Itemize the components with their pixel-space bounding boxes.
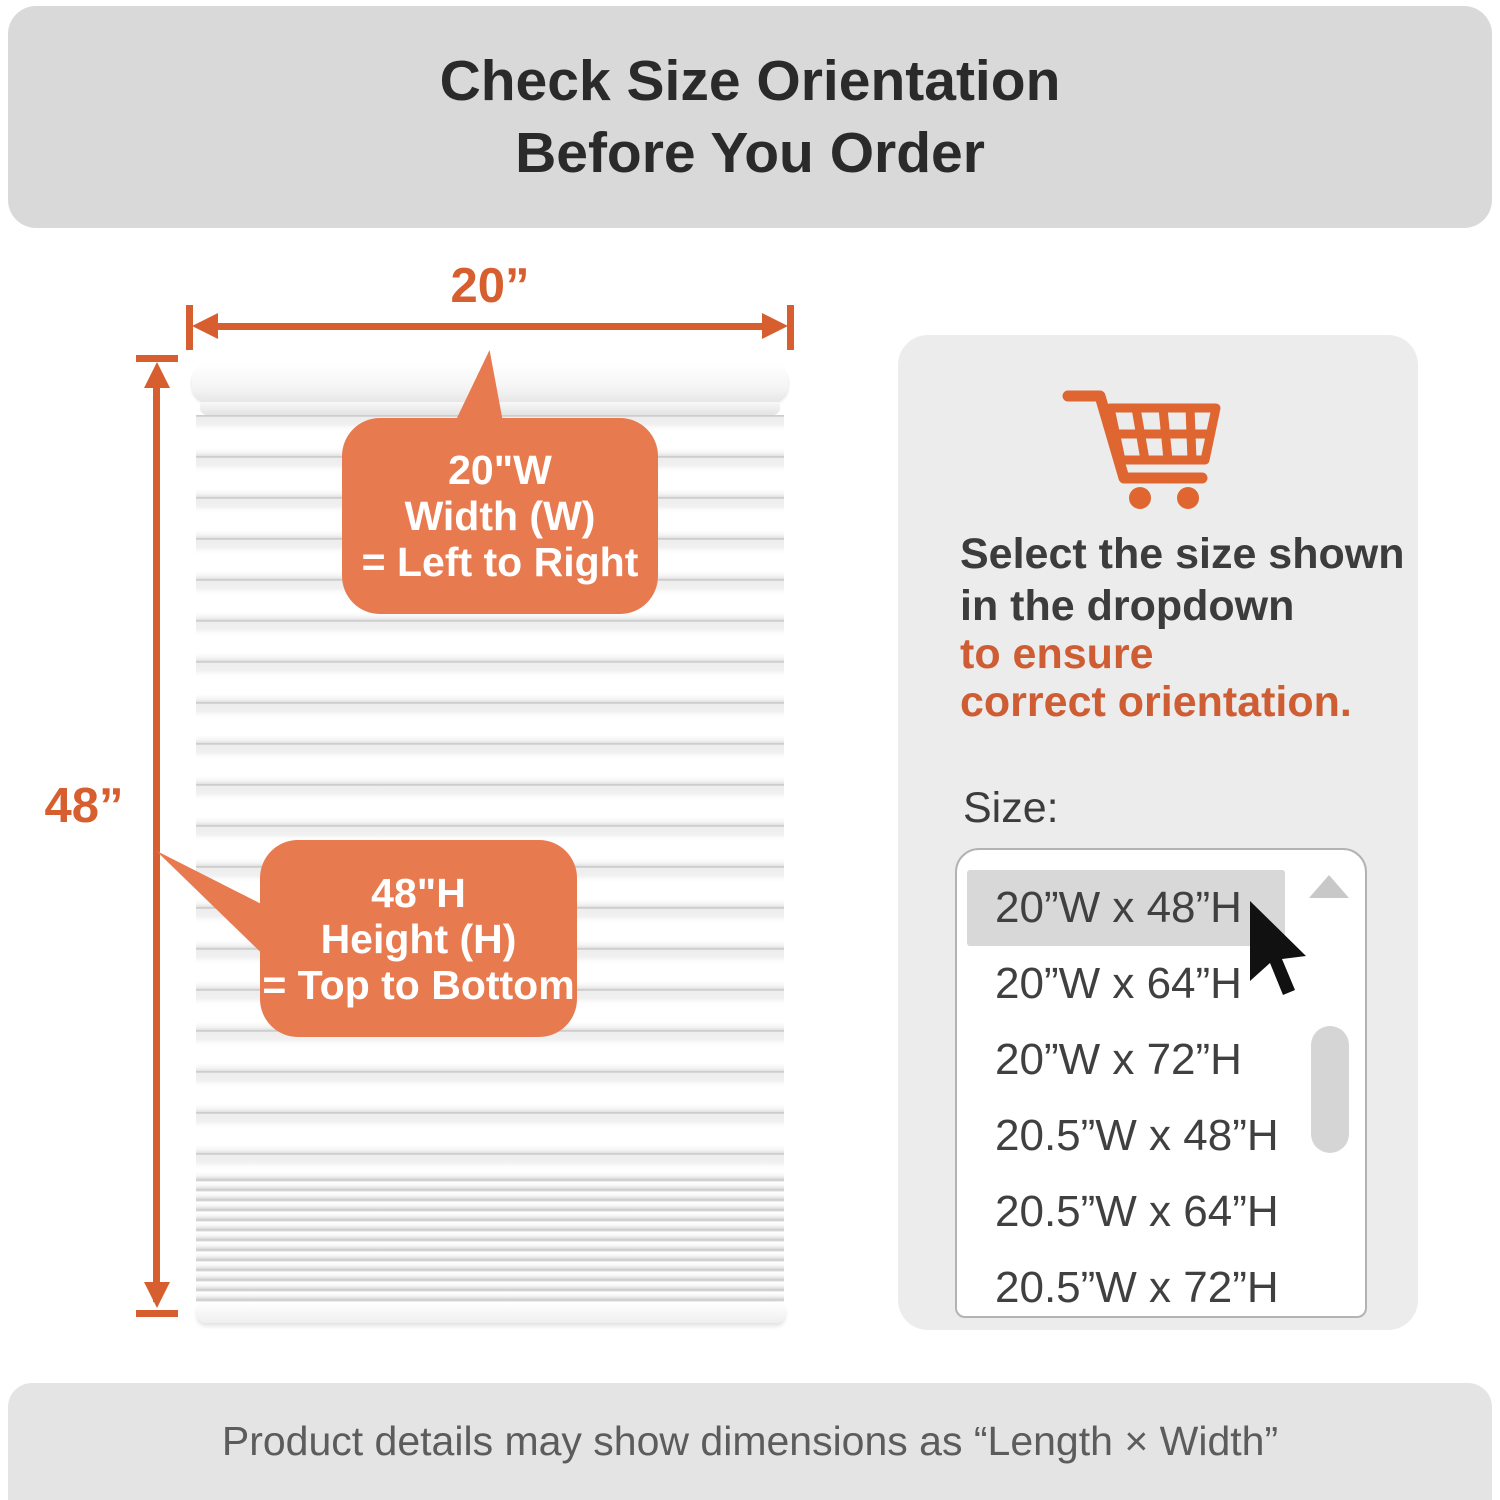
shade-bottom-rail [197,1302,785,1323]
instruction-line3: to ensure [960,630,1154,678]
height-dimension-label: 48” [44,779,124,833]
page-title-line1: Check Size Orientation [439,49,1061,113]
instruction-text-orange: to ensure correct orientation. [960,630,1352,726]
instruction-line1: Select the size shown [960,530,1405,578]
width-arrowhead-right-icon [762,313,788,339]
height-arrowhead-up-icon [144,362,170,388]
height-arrowhead-down-icon [144,1282,170,1308]
width-callout-size: 20"W [448,447,552,493]
page-title-line2: Before You Order [515,121,985,185]
height-arrow-line [153,372,160,1302]
dropdown-option[interactable]: 20.5”W x 72”H [995,1263,1279,1312]
width-arrowhead-left-icon [192,313,218,339]
height-tick-top [136,355,178,362]
height-callout-bubble: 48"H Height (H) = Top to Bottom [260,840,577,1037]
scroll-thumb[interactable] [1311,1026,1349,1153]
height-tick-bottom [136,1310,178,1317]
dropdown-option[interactable]: 20.5”W x 48”H [995,1111,1279,1160]
dropdown-option-selected[interactable]: 20”W x 48”H [967,870,1285,946]
height-callout-size: 48"H [371,869,466,916]
width-dimension-label: 20” [450,259,530,313]
dropdown-option[interactable]: 20”W x 64”H [995,959,1242,1008]
width-callout-bubble: 20"W Width (W) = Left to Right [342,418,658,614]
dropdown-option[interactable]: 20”W x 72”H [995,1035,1242,1084]
scroll-up-icon[interactable] [1309,875,1349,898]
dropdown-option[interactable]: 20.5”W x 64”H [995,1187,1279,1236]
footer-banner: Product details may show dimensions as “… [8,1383,1492,1500]
instruction-text-dark: Select the size shown in the dropdown [960,528,1404,632]
cart-icon [1062,390,1221,509]
height-callout-direction: = Top to Bottom [262,961,575,1008]
instruction-line4: correct orientation. [960,678,1352,726]
width-callout-direction: = Left to Right [361,539,639,585]
shade-compressed-pleats [196,1172,784,1302]
width-tick-left [186,305,193,350]
footer-note: Product details may show dimensions as “… [221,1418,1279,1464]
cursor-icon [1250,901,1306,995]
size-dropdown-list[interactable]: 20”W x 48”H 20”W x 64”H 20”W x 72”H 20.5… [955,848,1367,1318]
size-label: Size: [963,784,1059,832]
instruction-line2: in the dropdown [960,582,1295,630]
header-banner: Check Size Orientation Before You Order [8,6,1492,228]
width-arrow-line [208,323,772,330]
height-callout-label: Height (H) [320,915,517,962]
width-tick-right [787,305,794,350]
width-callout-label: Width (W) [404,493,596,539]
